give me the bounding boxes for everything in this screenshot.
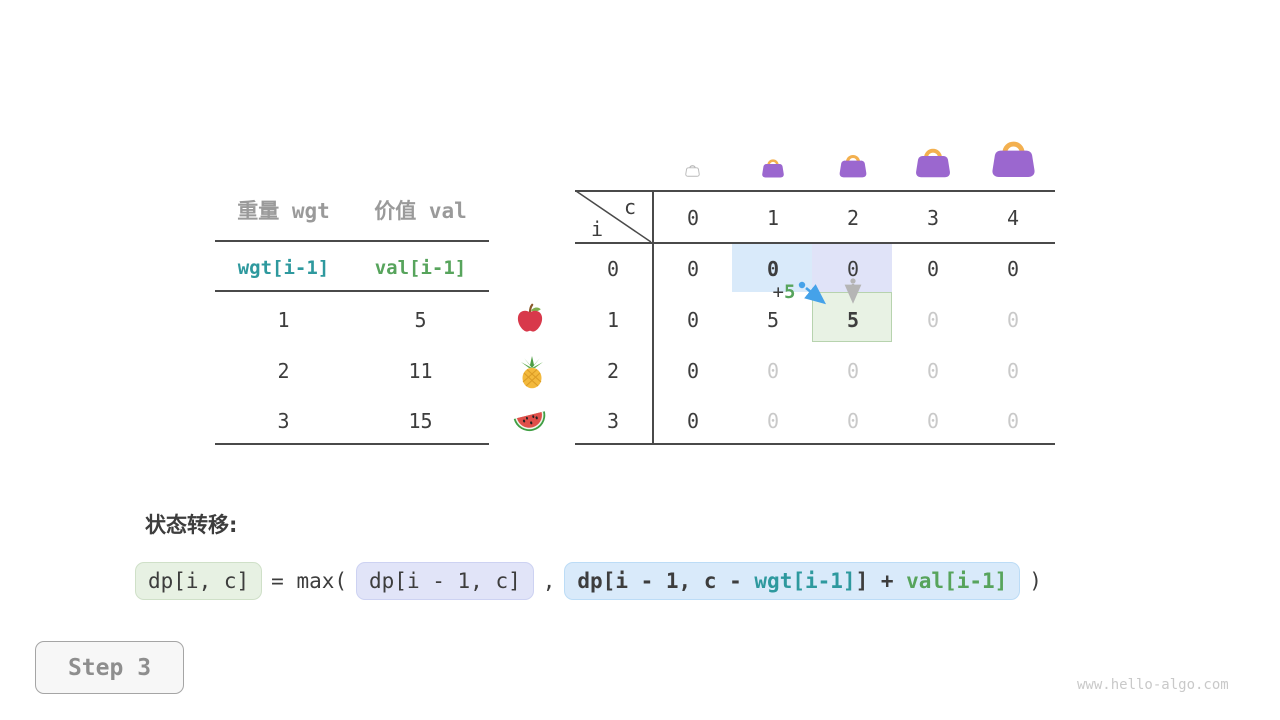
item-table-header-value: 价值 val [374, 199, 467, 223]
formula-option-take: dp[i - 1, c - wgt[i-1]] + val[i-1] [564, 562, 1021, 600]
take-val-term: val[i-1] [906, 569, 1008, 593]
formula-comma: , [542, 569, 556, 593]
item-table-symbol-row: wgt[i-1] val[i-1] [215, 256, 489, 280]
dp-cell-0-4: 0 [1006, 257, 1020, 281]
dp-cell-3-4: 0 [1006, 409, 1020, 433]
dp-cell-2-0: 0 [686, 359, 700, 383]
dp-row-header-0: 0 [606, 257, 620, 281]
dp-row-header-3: 3 [606, 409, 620, 433]
dp-rule-header [575, 242, 1055, 244]
item-row-1: 1 5 [215, 308, 489, 332]
dp-row-header-2: 2 [606, 359, 620, 383]
wgt-symbol: wgt[i-1] [237, 257, 330, 279]
dp-col-header-1: 1 [766, 206, 780, 230]
formula-option-skip: dp[i - 1, c] [356, 562, 534, 600]
bag-empty-icon [685, 163, 700, 177]
transition-label: 状态转移: [145, 513, 238, 537]
dp-row-header-1: 1 [606, 308, 620, 332]
take-wgt-term: wgt[i-1] [754, 569, 856, 593]
item-2-value: 11 [408, 359, 433, 383]
dp-rule-bottom [575, 443, 1055, 445]
bag-xlarge-icon [990, 137, 1037, 178]
dp-cell-1-2: 5 [846, 308, 860, 332]
dp-rule-top [575, 190, 1055, 192]
item-3-value: 15 [408, 409, 433, 433]
dp-corner-col-label: c [624, 195, 637, 219]
item-table-rule-bottom [215, 443, 489, 445]
dp-cell-2-1: 0 [766, 359, 780, 383]
dp-cell-0-1: 0 [766, 257, 780, 281]
highlight-cell-prev-row-col1 [732, 244, 812, 292]
dp-col-header-0: 0 [686, 206, 700, 230]
dp-cell-1-1: 5 [766, 308, 780, 332]
bag-medium-icon [838, 152, 868, 178]
item-table-header: 重量 wgt 价值 val [215, 198, 489, 224]
dp-cell-0-2: 0 [846, 257, 860, 281]
dp-cell-3-3: 0 [926, 409, 940, 433]
dp-cell-2-2: 0 [846, 359, 860, 383]
apple-icon [516, 303, 544, 333]
formula-eq-max: = max( [271, 569, 348, 593]
dp-cell-0-3: 0 [926, 257, 940, 281]
dp-cell-3-1: 0 [766, 409, 780, 433]
item-1-weight: 1 [277, 308, 290, 332]
transition-add-annotation: +5 [744, 281, 824, 303]
bag-large-icon [914, 145, 952, 178]
dp-cell-3-2: 0 [846, 409, 860, 433]
watermelon-icon [511, 406, 549, 434]
bag-small-icon [761, 157, 785, 178]
item-3-weight: 3 [277, 409, 290, 433]
transition-formula: dp[i, c] = max( dp[i - 1, c] , dp[i - 1,… [135, 560, 1042, 602]
watermark: www.hello-algo.com [1077, 677, 1229, 693]
dp-cell-1-0: 0 [686, 308, 700, 332]
dp-col-header-2: 2 [846, 206, 860, 230]
formula-lhs: dp[i, c] [135, 562, 263, 600]
val-symbol: val[i-1] [374, 257, 467, 279]
formula-close-paren: ) [1029, 569, 1042, 593]
dp-corner-diagonal [575, 190, 652, 243]
dp-cell-1-4: 0 [1006, 308, 1020, 332]
dp-cell-0-0: 0 [686, 257, 700, 281]
dp-cell-2-3: 0 [926, 359, 940, 383]
pineapple-icon [519, 355, 545, 389]
item-row-3: 3 15 [215, 409, 489, 433]
added-value: 5 [784, 281, 796, 303]
take-mid: ] + [855, 569, 907, 593]
dp-rule-vertical [652, 190, 654, 444]
dp-col-header-4: 4 [1006, 206, 1020, 230]
plus-operator: + [772, 281, 784, 303]
dp-cell-2-4: 0 [1006, 359, 1020, 383]
item-table-header-weight: 重量 wgt [237, 199, 330, 223]
dp-cell-3-0: 0 [686, 409, 700, 433]
item-row-2: 2 11 [215, 359, 489, 383]
dp-col-header-3: 3 [926, 206, 940, 230]
item-table-rule-mid [215, 290, 489, 292]
dp-cell-1-3: 0 [926, 308, 940, 332]
item-2-weight: 2 [277, 359, 290, 383]
take-prefix: dp[i - 1, c - [577, 569, 755, 593]
item-1-value: 5 [414, 308, 427, 332]
item-table-rule-top [215, 240, 489, 242]
dp-corner-row-label: i [591, 217, 604, 241]
step-indicator[interactable]: Step 3 [35, 641, 184, 694]
